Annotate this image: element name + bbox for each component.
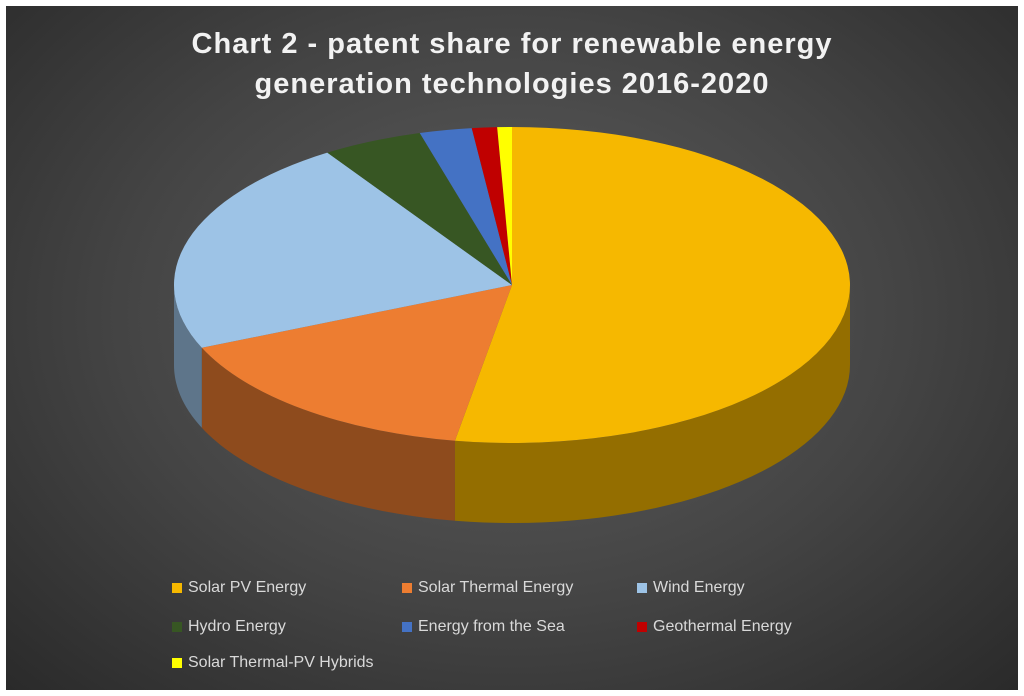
pie-slice — [471, 127, 512, 285]
legend-swatch — [637, 622, 647, 632]
legend-label: Solar PV Energy — [188, 579, 306, 596]
legend-swatch — [172, 622, 182, 632]
legend-swatch — [172, 658, 182, 668]
pie-side — [201, 347, 455, 521]
pie-slice — [497, 127, 512, 285]
legend-swatch — [637, 583, 647, 593]
legend-swatch — [402, 583, 412, 593]
legend-label: Geothermal Energy — [653, 618, 792, 635]
pie-side — [174, 285, 202, 428]
legend-swatch — [402, 622, 412, 632]
legend-label: Solar Thermal Energy — [418, 579, 573, 596]
pie-slice — [454, 127, 850, 443]
legend-label: Hydro Energy — [188, 618, 286, 635]
legend-swatch — [172, 583, 182, 593]
legend-label: Wind Energy — [653, 579, 745, 596]
pie-side — [454, 285, 850, 523]
chart-title: Chart 2 - patent share for renewable ene… — [191, 28, 833, 100]
pie-slice — [327, 132, 512, 285]
pie-slice — [201, 285, 512, 441]
pie-slice — [419, 128, 512, 285]
legend-label: Energy from the Sea — [418, 618, 565, 635]
legend: Solar PV Energy Solar Thermal Energy Wind … — [172, 579, 792, 671]
legend-label: Solar Thermal-PV Hybrids — [188, 654, 374, 671]
pie-slice — [174, 152, 513, 348]
